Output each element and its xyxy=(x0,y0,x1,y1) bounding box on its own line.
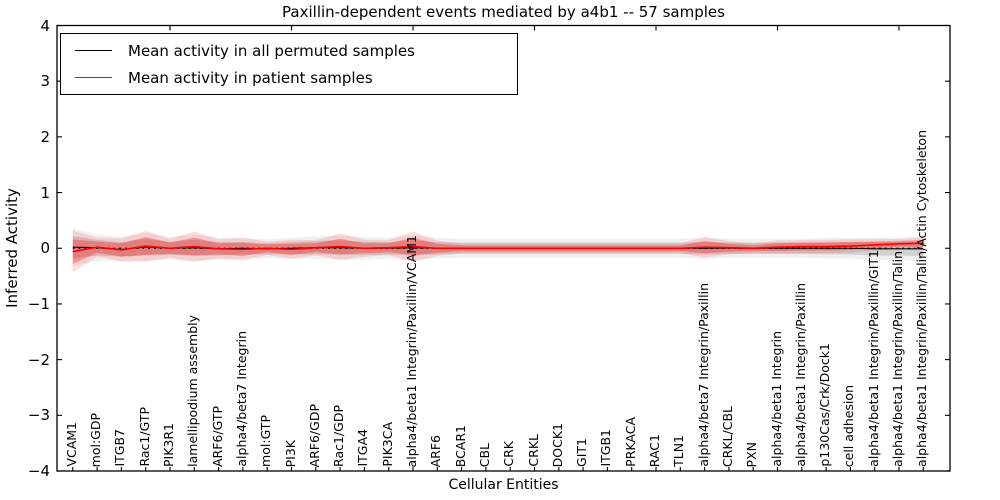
red-line-swatch-icon xyxy=(75,77,112,78)
permuted-band-inner xyxy=(72,235,924,259)
x-tick-label: cell adhesion xyxy=(841,384,857,467)
y-tick-label: 1 xyxy=(40,183,50,202)
legend-label-permuted: Mean activity in all permuted samples xyxy=(128,41,415,60)
x-tick-label: CRKL/CBL xyxy=(719,405,735,467)
x-tick-label: lamellipodium assembly xyxy=(185,315,201,467)
permuted-band-outer xyxy=(72,228,924,267)
x-tick-label: CRKL xyxy=(525,434,541,467)
x-tick-label: VCAM1 xyxy=(63,422,79,467)
x-tick-label: GIT1 xyxy=(574,438,590,467)
x-tick-label: DOCK1 xyxy=(549,422,565,467)
x-tick-label: RAC1 xyxy=(647,433,662,467)
x-tick-label: mol:GDP xyxy=(88,412,104,467)
legend-item-permuted: Mean activity in all permuted samples xyxy=(61,42,517,60)
x-tick-label: alpha4/beta7 Integrin xyxy=(233,331,249,467)
legend-label-patient: Mean activity in patient samples xyxy=(128,68,373,87)
x-tick-label: TLN1 xyxy=(671,435,687,467)
legend-item-patient: Mean activity in patient samples xyxy=(61,69,517,87)
y-tick-label: −1 xyxy=(27,294,50,313)
patient-band-outer xyxy=(72,230,924,273)
patient-band-inner xyxy=(72,237,924,264)
legend: Mean activity in all permuted samples Me… xyxy=(60,33,518,95)
x-tick-label: p130Cas/Crk/Dock1 xyxy=(817,343,833,467)
y-tick-label: 0 xyxy=(40,239,50,258)
x-tick-label: alpha4/beta1 Integrin xyxy=(768,331,784,467)
y-tick-label: 4 xyxy=(40,16,50,35)
x-tick-label: PIK3CA xyxy=(379,422,395,467)
x-tick-label: Rac1/GDP xyxy=(331,405,347,467)
x-tick-label: PI3K xyxy=(282,439,298,467)
x-tick-label: ITGB1 xyxy=(598,429,614,467)
x-tick-label: alpha4/beta7 Integrin/Paxillin xyxy=(695,283,711,467)
chart-title: Paxillin-dependent events mediated by a4… xyxy=(282,3,725,21)
black-line-swatch-icon xyxy=(75,50,112,51)
x-tick-label: PRKACA xyxy=(622,417,638,467)
y-tick-label: 3 xyxy=(40,72,50,91)
y-tick-label: −3 xyxy=(27,406,50,425)
x-tick-label: ARF6/GDP xyxy=(306,403,322,467)
x-tick-label: PIK3R1 xyxy=(161,422,176,467)
x-tick-label: ITGA4 xyxy=(355,429,371,467)
x-tick-label: mol:GTP xyxy=(258,415,274,467)
patient-mean-line xyxy=(72,242,924,253)
x-tick-label: ARF6 xyxy=(428,434,444,467)
x-tick-label: CBL xyxy=(476,442,492,467)
x-axis-label: Cellular Entities xyxy=(448,477,559,493)
x-tick-label: alpha4/beta1 Integrin/Paxillin/VCAM1 xyxy=(404,234,419,467)
x-tick-label: alpha4/beta1 Integrin/Paxillin/Talin/Act… xyxy=(914,130,930,467)
x-tick-label: BCAR1 xyxy=(452,424,468,467)
x-tick-label: ITGB7 xyxy=(112,429,128,467)
x-tick-label: CRK xyxy=(501,441,517,467)
y-tick-label: −2 xyxy=(27,350,50,369)
y-tick-label: −4 xyxy=(27,462,50,480)
x-tick-label: alpha4/beta1 Integrin/Paxillin/GIT1 xyxy=(865,250,881,467)
x-tick-label: alpha4/beta1 Integrin/Paxillin/Talin xyxy=(890,251,905,467)
plot-border xyxy=(56,24,951,472)
x-tick-label: ARF6/GTP xyxy=(209,405,225,467)
x-tick-label: PXN xyxy=(744,441,760,467)
x-tick-label: Rac1/GTP xyxy=(136,407,152,467)
y-tick-label: 2 xyxy=(40,127,50,146)
x-tick-label: alpha4/beta1 Integrin/Paxillin xyxy=(792,283,808,467)
